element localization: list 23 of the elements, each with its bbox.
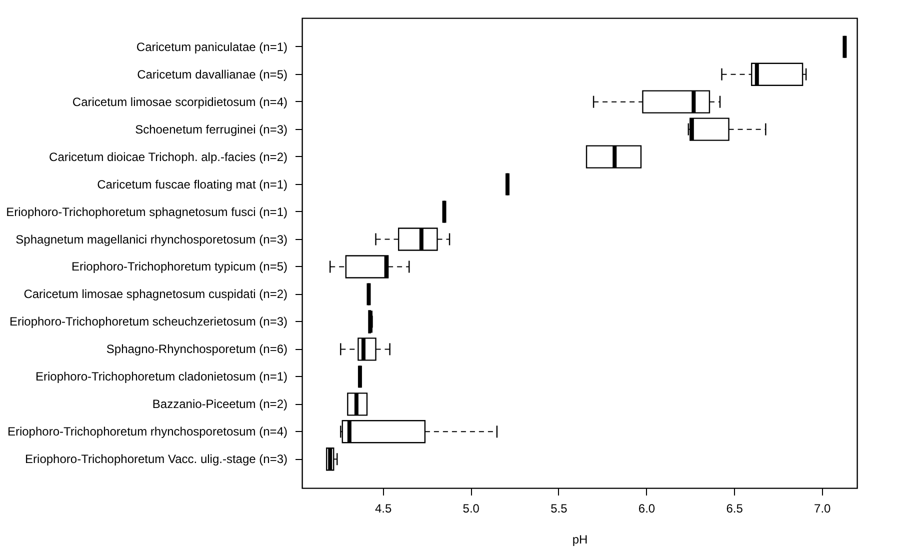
y-tick-label: Caricetum dioicae Trichoph. alp.-facies (n=2) (49, 150, 288, 164)
x-axis-title: pH (572, 532, 588, 546)
y-tick-label: Schoenetum ferruginei (n=3) (135, 122, 288, 136)
y-tick-label: Eriophoro-Trichophoretum typicum (n=5) (72, 260, 288, 274)
y-tick-label: Caricetum paniculatae (n=1) (136, 40, 288, 54)
y-tick-label: Eriophoro-Trichophoretum rhynchosporetosum (n=4) (7, 424, 288, 439)
x-tick-label: 4.5 (374, 502, 392, 516)
y-tick-label: Eriophoro-Trichophoretum Vacc. ulig.-stage (n=3) (25, 452, 288, 466)
y-tick-label: Caricetum limosae sphagnetosum cuspidati (n=2) (24, 287, 288, 302)
x-tick-label: 6.0 (638, 502, 656, 516)
y-tick-label: Caricetum davallianae (n=5) (137, 67, 288, 82)
y-tick-label: Caricetum fuscae floating mat (n=1) (97, 177, 288, 192)
y-tick-label: Caricetum limosae scorpidietosum (n=4) (72, 94, 288, 109)
y-tick-label: Eriophoro-Trichophoretum cladonietosum (n=1) (35, 370, 288, 384)
y-tick-label: Eriophoro-Trichophoretum scheuchzerietosum (n=3) (9, 314, 288, 329)
y-tick-label: Bazzanio-Piceetum (n=2) (152, 397, 288, 412)
x-tick-label: 5.0 (462, 502, 480, 516)
x-tick-label: 5.5 (550, 502, 568, 516)
x-tick-label: 6.5 (726, 502, 744, 516)
y-tick-label: Eriophoro-Trichophoretum sphagnetosum fusci (n=1) (6, 204, 288, 219)
y-tick-label: Sphagnetum magellanici rhynchosporetosum (n=3) (16, 232, 288, 246)
x-tick-label: 7.0 (814, 502, 832, 516)
y-tick-label: Sphagno-Rhynchosporetum (n=6) (106, 342, 288, 356)
